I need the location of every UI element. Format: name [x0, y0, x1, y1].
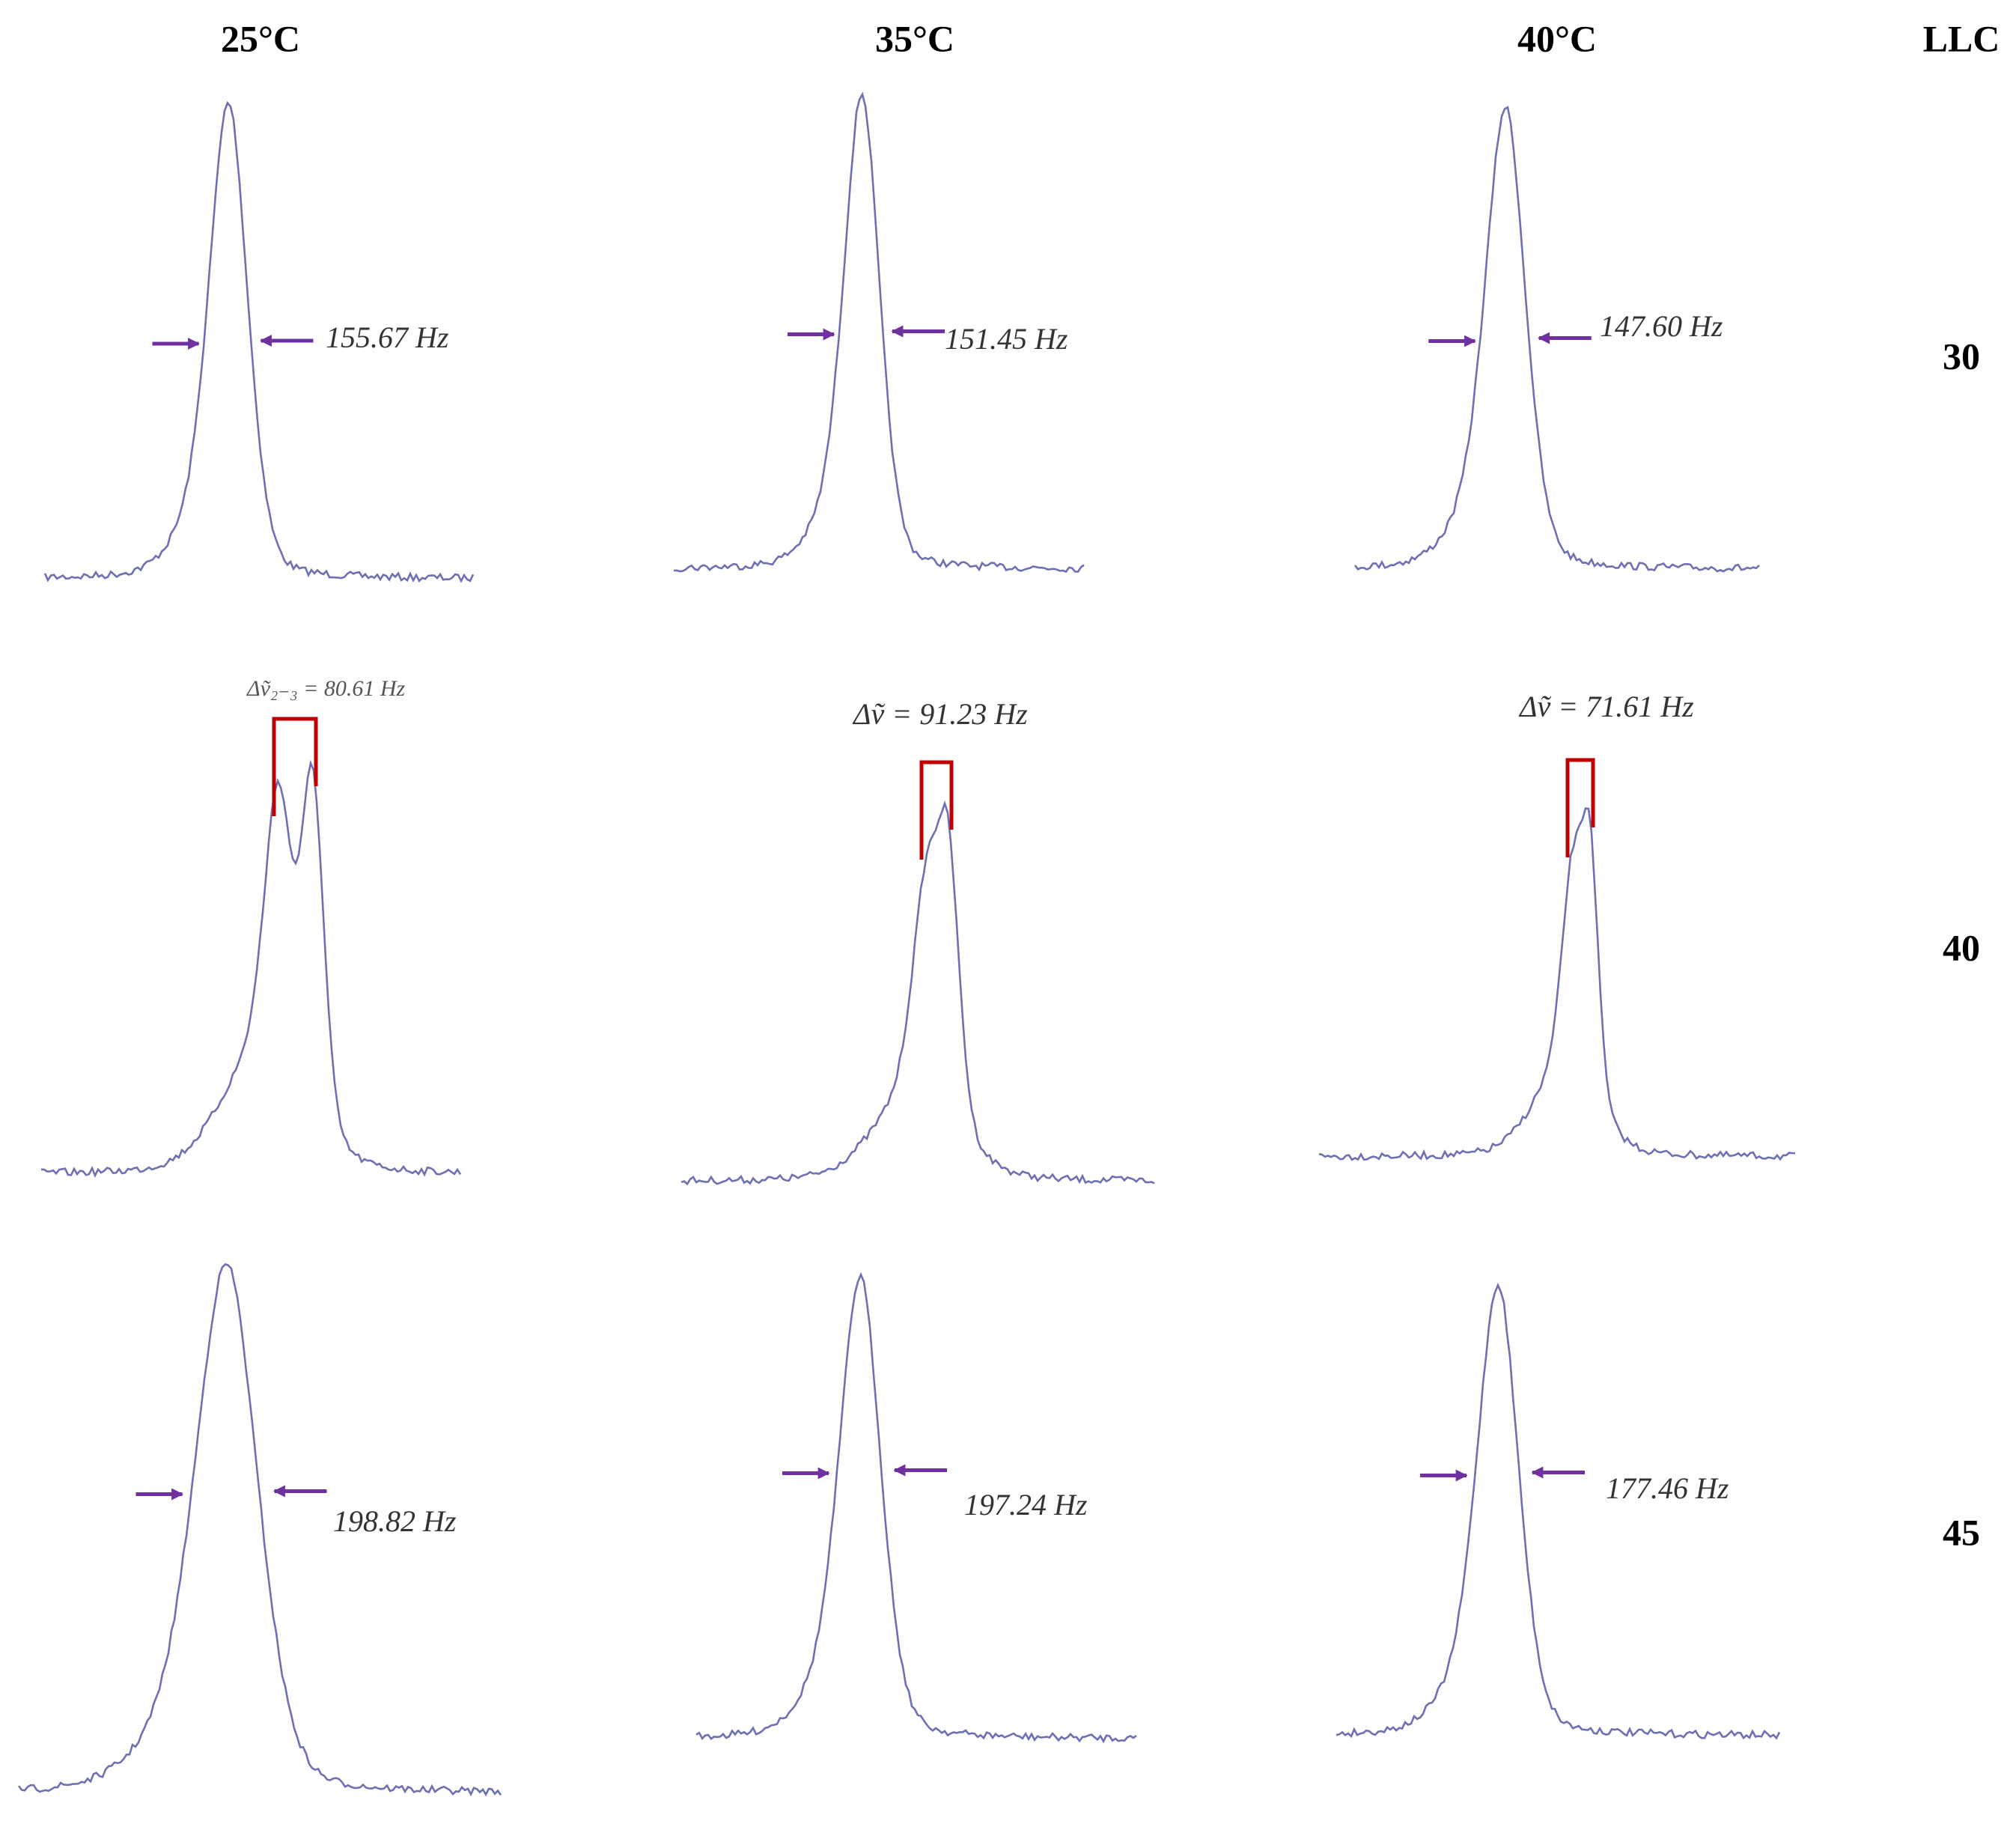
spectrum — [43, 100, 475, 583]
row-label: 30 — [1943, 335, 1980, 377]
splitting-bracket — [272, 717, 318, 816]
linewidth-label: 151.45 Hz — [945, 322, 1068, 356]
splitting-label: Δṽ = 71.61 Hz — [1518, 690, 1694, 723]
linewidth-label: 147.60 Hz — [1600, 309, 1723, 343]
row-label: 45 — [1943, 1511, 1980, 1553]
spectrum — [1353, 106, 1760, 573]
linewidth-label: 198.82 Hz — [333, 1504, 457, 1538]
row-label: 40 — [1943, 926, 1980, 968]
spectrum — [1336, 1283, 1781, 1740]
splitting-label: Δṽ₂₋₃ = 80.61 Hz — [246, 676, 406, 701]
splitting-bracket — [1565, 758, 1595, 857]
linewidth-label: 177.46 Hz — [1606, 1471, 1729, 1505]
corner-header: LLC — [1923, 17, 2000, 59]
spectrum — [40, 759, 462, 1178]
spectrum — [695, 1271, 1137, 1744]
splitting-label: Δṽ = 91.23 Hz — [852, 697, 1028, 731]
linewidth-label: 155.67 Hz — [326, 320, 449, 354]
column-header: 25°C — [221, 17, 300, 59]
spectrum — [673, 91, 1085, 574]
linewidth-label: 197.24 Hz — [964, 1488, 1088, 1522]
spectrum — [17, 1262, 502, 1797]
spectrum — [680, 800, 1155, 1186]
spectrum — [1318, 807, 1796, 1161]
splitting-bracket — [919, 760, 954, 860]
column-header: 35°C — [875, 17, 954, 59]
column-header: 40°C — [1517, 17, 1597, 59]
